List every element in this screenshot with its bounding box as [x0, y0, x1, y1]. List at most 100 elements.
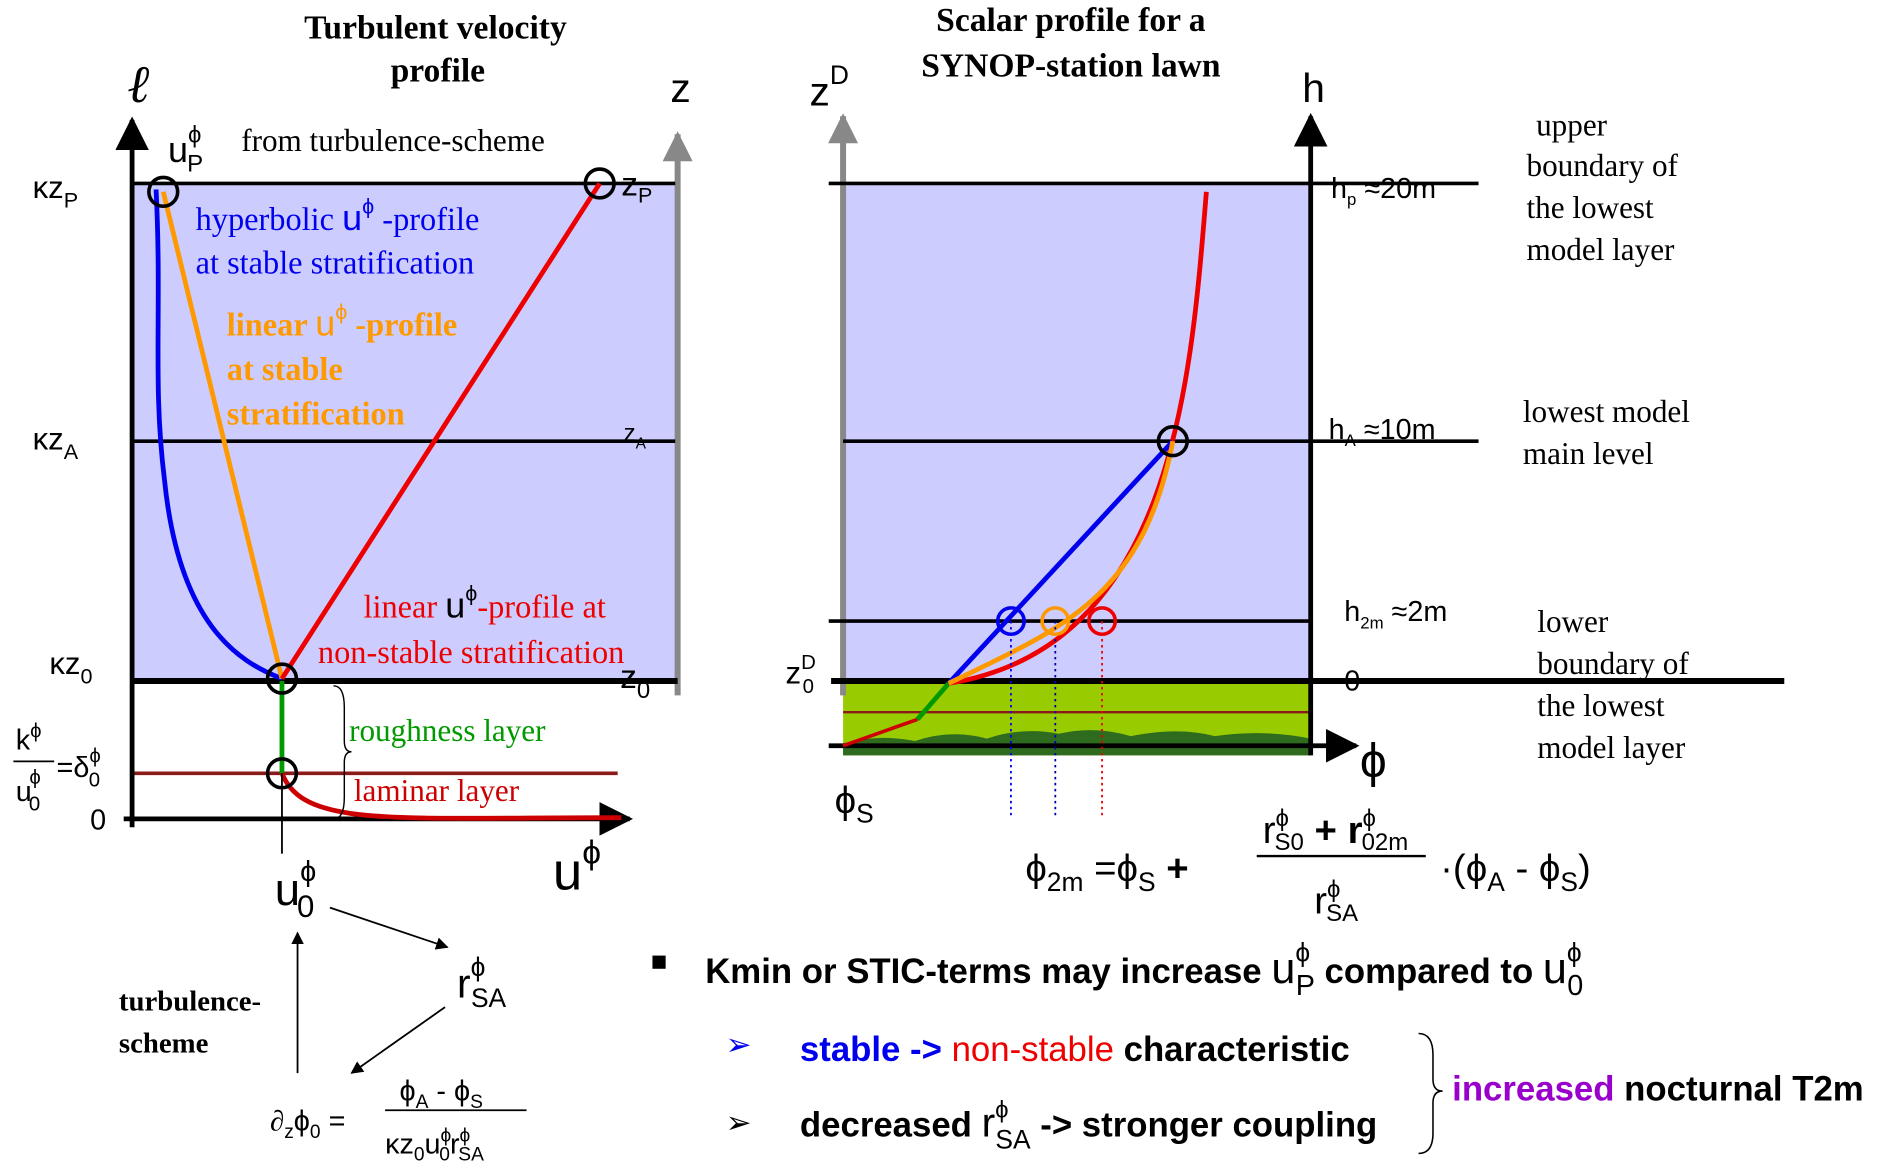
label: boundary of — [1526, 148, 1678, 183]
text-run: u — [425, 1128, 441, 1160]
arrow — [329, 906, 449, 950]
text-run: u — [16, 776, 32, 808]
phi-s: ϕS — [835, 779, 874, 829]
text-run: A — [1345, 431, 1357, 450]
arrow — [350, 1006, 446, 1074]
text-run: -profile — [347, 308, 457, 344]
text-run: 02m — [1362, 829, 1409, 856]
text-run: linear — [363, 589, 445, 625]
text-run: 0 — [310, 1122, 321, 1143]
text-run: + — [1156, 847, 1189, 890]
text-run: ) — [1578, 847, 1591, 890]
label: upper — [1536, 107, 1608, 142]
text-run: u — [1543, 945, 1567, 993]
text-run: ϕ — [1025, 847, 1046, 890]
label: κzP — [33, 170, 79, 213]
right-title: Scalar profile for a SYNOP-station lawn — [921, 2, 1221, 85]
text-run: D — [830, 60, 849, 90]
u0-label: uϕ 0 — [275, 856, 316, 924]
text-run: 0 — [803, 676, 814, 698]
label: hp ≈20m — [1331, 173, 1436, 209]
label: Scalar profile for a — [936, 2, 1206, 39]
text-run: ϕ — [582, 834, 601, 871]
text-run: h — [1329, 414, 1345, 446]
text-run: 0 — [637, 677, 650, 704]
bullet-main: Kmin or STIC-terms may increase uϕ P comp… — [705, 938, 1583, 1003]
title-line: profile — [391, 53, 486, 90]
text-run: ϕ — [29, 767, 40, 789]
marker — [1087, 606, 1118, 637]
text-run: 0 — [297, 889, 314, 924]
text-run: ϕ — [1327, 876, 1340, 903]
roughness-profile — [915, 681, 951, 721]
text-run: ϕ — [1295, 938, 1310, 968]
turbulence-scheme: turbulence- scheme — [119, 986, 261, 1060]
result: increased nocturnal T2m — [1452, 1071, 1864, 1109]
text-run: - ϕ — [1505, 847, 1561, 890]
shaded-layer — [843, 183, 1311, 682]
label: the lowest — [1526, 190, 1654, 225]
text-run: -> stronger coupling — [1031, 1107, 1378, 1145]
text-run: S — [470, 1092, 483, 1113]
text-run: stable — [800, 1031, 900, 1069]
text-run: P — [64, 187, 78, 212]
label: ϕA - ϕS — [399, 1076, 482, 1113]
label: stratification — [227, 396, 405, 432]
text-run: ϕ — [89, 746, 100, 768]
label: ·(ϕA - ϕS) — [1440, 847, 1591, 897]
text-run: p — [1347, 190, 1356, 209]
linear-nonstable-note: linear uϕ-profile at non-stable stratifi… — [318, 581, 624, 671]
text-run: SA — [995, 1125, 1031, 1155]
text-run: u — [1271, 945, 1295, 993]
brace — [1418, 1032, 1443, 1155]
z0d: zD 0 — [786, 652, 816, 698]
text-run: S — [1138, 867, 1156, 897]
shape — [265, 662, 299, 695]
marker — [995, 606, 1026, 637]
text-run: SA — [1326, 900, 1358, 927]
bullet-marker: ➢ — [726, 1105, 752, 1140]
text-run: -profile at — [477, 589, 605, 625]
text-run: ϕ — [454, 1076, 470, 1108]
text-run: ϕ — [188, 122, 201, 149]
annotation: laminar layer — [354, 773, 520, 808]
marker — [1040, 606, 1071, 637]
linear-nonstable-profile — [279, 182, 602, 680]
text-run: 0 — [1567, 970, 1583, 1002]
intermediate-scalar-profile — [947, 440, 1176, 686]
text-run: z — [786, 655, 802, 690]
axis-label: h — [1302, 65, 1325, 111]
text-run: z — [284, 1122, 294, 1143]
text-run: -profile — [374, 202, 479, 238]
lawn-grass — [843, 730, 1311, 756]
text-run: κz — [33, 422, 64, 457]
text-run: ≈10m — [1356, 414, 1436, 446]
axis-label: uϕ — [553, 834, 601, 901]
label: main level — [1523, 436, 1654, 471]
text-run: S — [856, 798, 874, 828]
rsa-label: rϕ SA — [457, 952, 507, 1013]
label: kϕ — [16, 720, 42, 756]
text-run: u — [342, 197, 362, 238]
text-run: h — [1344, 596, 1360, 628]
label: model layer — [1526, 232, 1675, 267]
text-run: z — [624, 420, 636, 447]
text-run: r — [457, 961, 471, 1007]
label: h2m ≈2m — [1344, 596, 1447, 632]
shape — [147, 175, 180, 209]
text-run: P — [187, 150, 203, 177]
text-run: P — [1296, 970, 1315, 1002]
label: boundary of — [1537, 646, 1689, 681]
label: SYNOP-station lawn — [921, 48, 1221, 85]
text-run: 2m — [1360, 613, 1383, 632]
stable-scalar-profile — [946, 439, 1175, 686]
text-run: compared to — [1315, 953, 1543, 991]
text-run: κz — [33, 170, 64, 205]
label: uϕ 0 — [16, 767, 41, 815]
text-run: u — [315, 303, 335, 344]
text-run: ϕ — [399, 1076, 415, 1108]
text-run: z — [621, 166, 638, 203]
text-run: r — [1263, 809, 1276, 852]
label: rϕ S0 + rϕ 02m — [1263, 805, 1409, 856]
